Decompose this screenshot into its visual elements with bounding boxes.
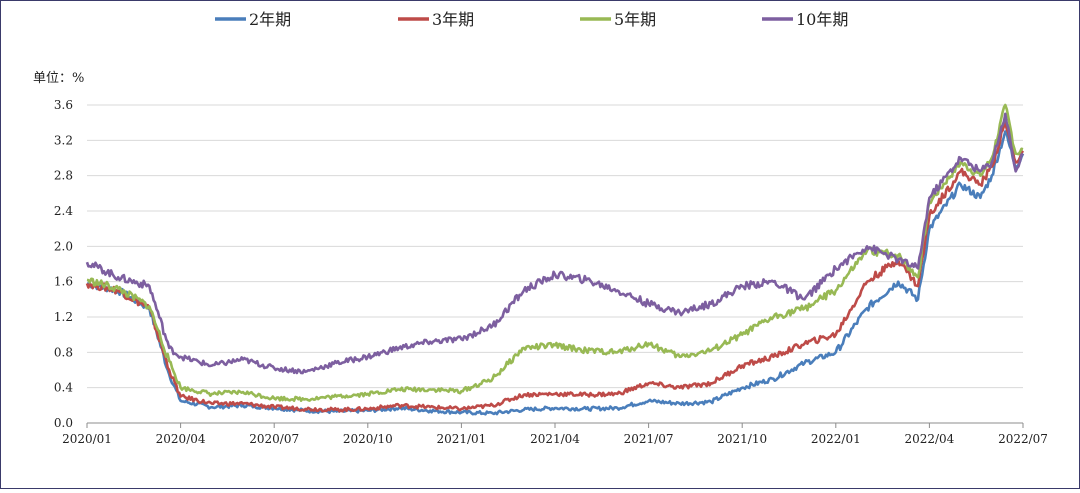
x-tick-label: 2021/07	[624, 432, 674, 446]
y-axis-unit-label: 单位：%	[33, 71, 84, 86]
y-tick-label: 2.0	[54, 239, 73, 253]
y-tick-label: 2.8	[54, 169, 73, 183]
y-tick-label: 3.2	[54, 133, 73, 147]
y-tick-label: 1.6	[54, 275, 73, 289]
y-tick-label: 2.4	[54, 204, 73, 218]
x-tick-label: 2020/10	[343, 432, 393, 446]
x-tick-label: 2022/04	[904, 432, 954, 446]
x-tick-label: 2021/04	[530, 432, 580, 446]
x-tick-label: 2020/04	[156, 432, 206, 446]
series-lines	[85, 103, 1025, 416]
x-tick-label: 2022/07	[998, 432, 1048, 446]
x-tick-label: 2020/07	[249, 432, 299, 446]
y-tick-label: 3.6	[54, 98, 73, 112]
series-line	[86, 103, 1024, 402]
gridlines	[87, 104, 1023, 424]
legend-label: 3年期	[432, 10, 474, 29]
series-line	[85, 112, 1024, 375]
series-line	[85, 121, 1025, 413]
y-tick-label: 0.4	[54, 381, 73, 395]
x-tick-label: 2021/01	[436, 432, 486, 446]
legend-label: 10年期	[796, 10, 848, 29]
y-tick-label: 1.2	[54, 310, 73, 324]
legend-label: 5年期	[614, 10, 656, 29]
x-tick-label: 2020/01	[62, 432, 112, 446]
x-tick-label: 2022/01	[811, 432, 861, 446]
x-tick-label: 2021/10	[717, 432, 767, 446]
legend-label: 2年期	[249, 10, 291, 29]
y-tick-label: 0.0	[54, 416, 73, 430]
axes: 0.0 0.4 0.8 1.2 1.6 2.0 2.4 2.8 3.2 3.6 2020/01 202…	[54, 98, 1048, 446]
legend: 2年期 3年期 5年期 10年期	[215, 10, 848, 29]
y-tick-label: 0.8	[54, 345, 73, 359]
series-line	[86, 130, 1025, 416]
